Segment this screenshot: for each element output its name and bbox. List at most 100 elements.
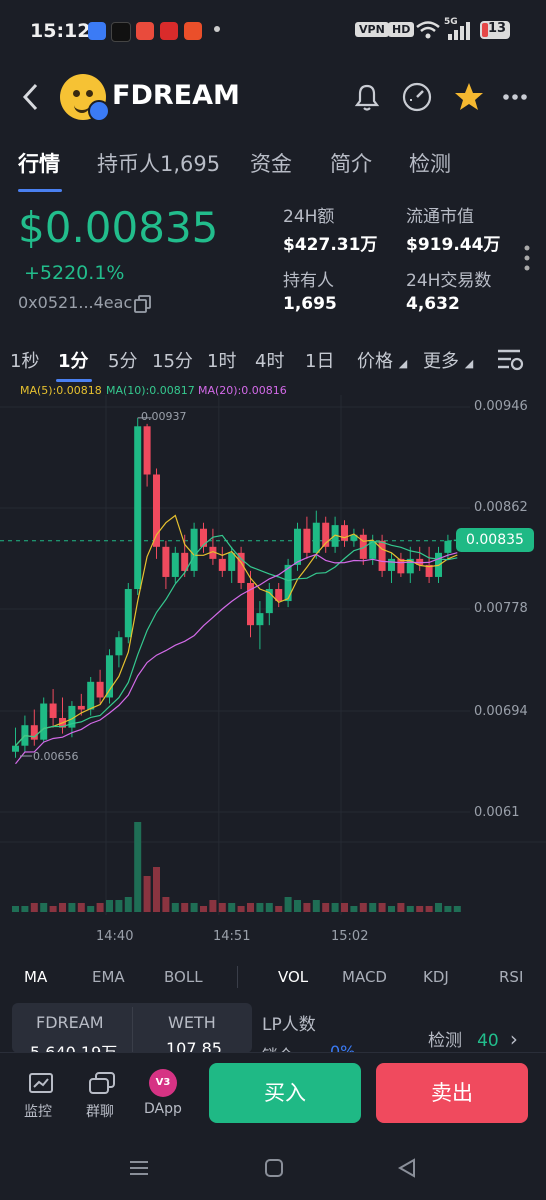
buy-button[interactable]: 买入	[209, 1063, 361, 1123]
check-score: 40	[477, 1031, 499, 1051]
interval-1s[interactable]: 1秒	[10, 351, 40, 372]
interval-4h[interactable]: 4时	[255, 351, 285, 372]
monitor-chart-icon	[29, 1073, 53, 1093]
indicator-kdj[interactable]: KDJ	[423, 968, 449, 986]
volume-bar	[303, 903, 311, 912]
candle	[369, 540, 377, 559]
candle	[388, 558, 395, 571]
lock-label: 锁仓	[262, 1042, 294, 1052]
volume-bar	[416, 906, 424, 912]
volume-bar	[256, 903, 264, 912]
volume-bar	[275, 906, 283, 912]
monitor-label: 监控	[24, 1104, 52, 1120]
favorite-button[interactable]	[452, 80, 486, 114]
sell-button[interactable]: 卖出	[376, 1063, 528, 1123]
price-mode-dropdown[interactable]: 价格 ◢	[357, 347, 407, 373]
tab-intro[interactable]: 简介	[330, 152, 372, 176]
tab-check[interactable]: 检测	[409, 152, 451, 176]
token-logo	[60, 74, 110, 122]
candlestick-chart[interactable]	[0, 0, 546, 960]
dapp-badge-icon: V3	[149, 1069, 177, 1097]
copy-address-button[interactable]	[133, 294, 153, 318]
more-button[interactable]	[500, 80, 534, 114]
candle	[256, 613, 264, 626]
interval-1h[interactable]: 1时	[207, 351, 237, 372]
candle	[406, 558, 414, 574]
volume-bar	[68, 903, 76, 912]
volume-bar	[322, 903, 330, 912]
back-button[interactable]	[20, 82, 40, 115]
indicator-macd[interactable]: MACD	[342, 968, 387, 986]
candle	[275, 589, 283, 602]
side-more-button[interactable]	[522, 244, 532, 278]
weibo-icon	[136, 22, 154, 40]
candle	[265, 589, 273, 614]
ma20-legend: MA(20):0.00816	[198, 384, 287, 397]
candle	[294, 528, 301, 565]
indicator-ema[interactable]: EMA	[92, 968, 125, 986]
nav-home-button[interactable]	[263, 1158, 285, 1182]
gauge-button[interactable]	[400, 80, 434, 114]
ma5-legend: MA(5):0.00818	[20, 384, 102, 397]
stat-value: 1,695	[283, 294, 337, 314]
token-title: FDREAM	[112, 80, 240, 111]
more-intervals-dropdown[interactable]: 更多 ◢	[423, 347, 473, 373]
volume-bar	[115, 900, 123, 912]
y-tick-label: 0.00946	[474, 399, 528, 414]
candle	[12, 745, 19, 752]
security-check-link[interactable]: 检测 40 ›	[428, 1026, 518, 1051]
more-icon	[503, 94, 527, 100]
candle	[425, 564, 433, 577]
candle	[284, 564, 292, 602]
interval-1m[interactable]: 1分	[58, 351, 89, 372]
more-intervals-label: 更多	[423, 351, 459, 372]
stat-label: 流通市值	[406, 207, 474, 227]
ma10-line	[15, 534, 458, 747]
vertical-more-icon	[524, 245, 530, 271]
current-price: $0.00835	[18, 203, 219, 252]
candle	[49, 703, 57, 718]
tab-underline	[18, 189, 62, 192]
interval-15m[interactable]: 15分	[152, 351, 193, 372]
candle	[444, 540, 452, 553]
volume-bar	[228, 903, 236, 912]
candle	[237, 552, 245, 583]
tab-holders[interactable]: 持币人1,695	[97, 152, 221, 176]
indicator-rsi[interactable]: RSI	[499, 968, 524, 986]
bell-button[interactable]	[350, 80, 384, 114]
x-tick-label: 14:40	[96, 929, 134, 944]
nav-back-button[interactable]	[396, 1158, 418, 1182]
pool-token-b: WETH	[168, 1013, 216, 1032]
indicator-vol[interactable]: VOL	[278, 968, 309, 986]
candle	[359, 534, 367, 559]
volume-bar	[397, 903, 405, 912]
volume-bar	[294, 900, 301, 912]
y-tick-label: 0.00778	[474, 601, 528, 616]
volume-bar	[21, 906, 29, 912]
monitor-button[interactable]: 监控	[14, 1067, 66, 1137]
interval-1d[interactable]: 1日	[305, 351, 335, 372]
pool-divider	[132, 1007, 133, 1053]
lp-count-label: LP人数	[262, 1015, 316, 1035]
candle	[350, 534, 358, 541]
caret-down-icon: ◢	[398, 357, 408, 370]
interval-bar: 1秒 1分 5分 15分 1时 4时 1日 价格 ◢ 更多 ◢	[0, 340, 546, 382]
nav-menu-button[interactable]	[128, 1158, 150, 1182]
token-header: FDREAM	[0, 62, 546, 132]
dapp-button[interactable]: V3 DApp	[140, 1067, 192, 1137]
indicator-boll[interactable]: BOLL	[164, 968, 203, 986]
tab-funds[interactable]: 资金	[250, 152, 292, 176]
stat-label: 24H交易数	[406, 271, 492, 291]
interval-5m[interactable]: 5分	[108, 351, 138, 372]
tiktok-icon	[111, 22, 131, 42]
copy-icon	[134, 295, 151, 313]
hd-badge: HD	[388, 22, 415, 37]
volume-bar	[124, 897, 132, 912]
group-chat-button[interactable]: 群聊	[74, 1067, 126, 1137]
stat-value: 4,632	[406, 294, 460, 314]
tab-market[interactable]: 行情	[18, 152, 60, 176]
app-icon	[160, 22, 178, 40]
indicator-ma[interactable]: MA	[24, 968, 48, 986]
pool-card[interactable]: FDREAM 5,640.19万 WETH 107.85	[12, 1003, 252, 1053]
chart-settings-button[interactable]	[496, 346, 524, 376]
